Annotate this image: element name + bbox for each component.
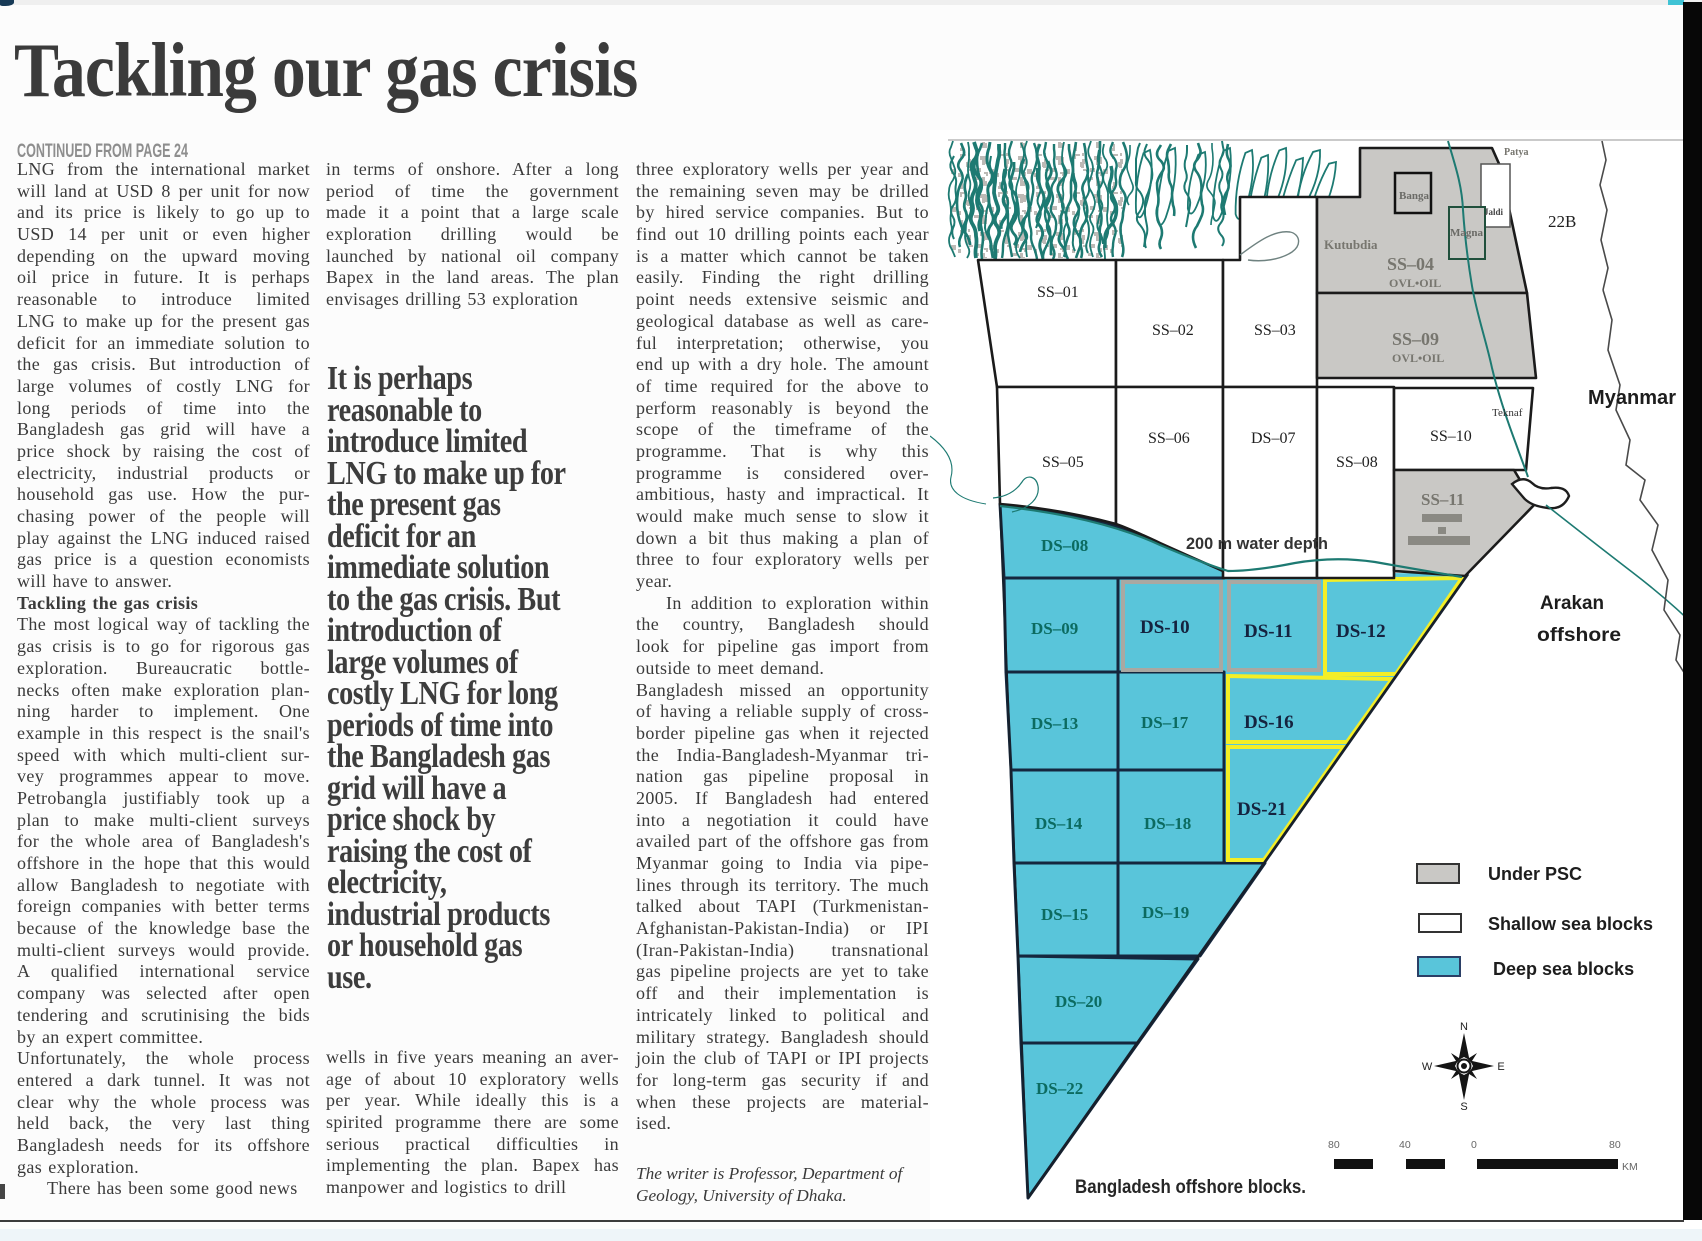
svg-text:DS-16: DS-16 — [1244, 712, 1294, 733]
svg-text:DS–22: DS–22 — [1036, 1079, 1083, 1098]
svg-text:DS–19: DS–19 — [1142, 903, 1189, 922]
svg-text:Jaldi: Jaldi — [1484, 207, 1504, 217]
svg-text:KM: KM — [1622, 1161, 1638, 1173]
svg-text:40: 40 — [1399, 1139, 1411, 1151]
svg-text:DS–09: DS–09 — [1031, 619, 1078, 638]
svg-text:DS–20: DS–20 — [1055, 992, 1102, 1011]
svg-text:DS–13: DS–13 — [1031, 714, 1078, 733]
svg-text:Bangladesh offshore blocks.: Bangladesh offshore blocks. — [1075, 1177, 1306, 1198]
svg-text:DS–15: DS–15 — [1041, 905, 1088, 924]
svg-text:80: 80 — [1328, 1139, 1340, 1151]
svg-text:Kutubdia: Kutubdia — [1324, 237, 1378, 252]
svg-text:E: E — [1497, 1061, 1504, 1073]
svg-text:DS–08: DS–08 — [1041, 536, 1088, 555]
svg-text:Magna: Magna — [1450, 227, 1484, 239]
svg-text:W: W — [1422, 1061, 1433, 1073]
svg-text:80: 80 — [1609, 1139, 1621, 1151]
svg-text:SS–09: SS–09 — [1392, 329, 1439, 349]
svg-text:Under PSC: Under PSC — [1488, 864, 1582, 884]
svg-text:Arakan: Arakan — [1540, 593, 1604, 614]
svg-text:SS–03: SS–03 — [1254, 322, 1296, 339]
svg-text:SS–11: SS–11 — [1421, 490, 1464, 509]
svg-text:SS–04: SS–04 — [1387, 254, 1434, 274]
svg-text:S: S — [1460, 1101, 1467, 1113]
svg-text:DS-10: DS-10 — [1140, 617, 1190, 638]
svg-text:N: N — [1460, 1021, 1468, 1033]
svg-text:0: 0 — [1471, 1139, 1477, 1151]
svg-text:OVL•OIL: OVL•OIL — [1392, 351, 1444, 365]
svg-text:DS–14: DS–14 — [1035, 814, 1083, 833]
svg-text:Shallow sea blocks: Shallow sea blocks — [1488, 914, 1653, 934]
svg-text:22B: 22B — [1548, 212, 1576, 231]
svg-text:OVL•OIL: OVL•OIL — [1389, 276, 1441, 290]
svg-text:Teknaf: Teknaf — [1492, 407, 1523, 419]
svg-text:DS–18: DS–18 — [1144, 814, 1191, 833]
svg-text:Patya: Patya — [1504, 147, 1528, 158]
svg-text:SS–10: SS–10 — [1430, 428, 1472, 445]
svg-text:DS–07: DS–07 — [1251, 430, 1295, 447]
svg-text:Myanmar: Myanmar — [1588, 387, 1676, 409]
svg-text:DS–17: DS–17 — [1141, 713, 1189, 732]
svg-text:SS–01: SS–01 — [1037, 284, 1079, 301]
svg-text:200 m water depth: 200 m water depth — [1186, 534, 1328, 553]
svg-text:Deep sea blocks: Deep sea blocks — [1493, 959, 1634, 979]
svg-text:DS-12: DS-12 — [1336, 621, 1386, 642]
svg-text:SS–08: SS–08 — [1336, 454, 1378, 471]
svg-text:DS-11: DS-11 — [1244, 621, 1293, 642]
svg-text:Banga: Banga — [1399, 190, 1429, 202]
svg-text:DS-21: DS-21 — [1237, 799, 1287, 820]
svg-text:offshore: offshore — [1537, 625, 1621, 646]
svg-text:SS–02: SS–02 — [1152, 322, 1194, 339]
svg-text:SS–05: SS–05 — [1042, 454, 1084, 471]
svg-text:SS–06: SS–06 — [1148, 430, 1190, 447]
